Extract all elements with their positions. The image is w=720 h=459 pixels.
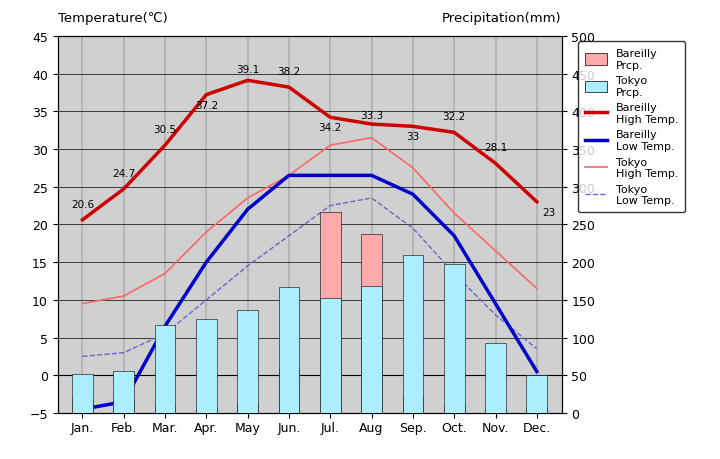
- Text: 23: 23: [543, 207, 556, 218]
- Bar: [361, 235, 382, 413]
- Bar: [196, 409, 217, 413]
- Bar: [279, 368, 300, 413]
- Text: 33: 33: [406, 132, 420, 142]
- Text: 33.3: 33.3: [360, 111, 383, 121]
- Bar: [155, 406, 176, 413]
- Bar: [444, 405, 464, 413]
- Bar: [238, 403, 258, 413]
- Bar: [155, 325, 176, 413]
- Bar: [361, 286, 382, 413]
- Bar: [485, 343, 506, 413]
- Bar: [320, 213, 341, 413]
- Text: Precipitation(mm): Precipitation(mm): [442, 12, 562, 25]
- Text: 20.6: 20.6: [71, 199, 94, 209]
- Text: 39.1: 39.1: [236, 65, 259, 75]
- Bar: [238, 310, 258, 413]
- Text: 30.5: 30.5: [153, 124, 176, 134]
- Text: Temperature(℃): Temperature(℃): [58, 12, 167, 25]
- Bar: [320, 298, 341, 413]
- Text: 38.2: 38.2: [277, 67, 300, 77]
- Bar: [72, 374, 93, 413]
- Bar: [113, 371, 134, 413]
- Text: 24.7: 24.7: [112, 168, 135, 178]
- Text: 32.2: 32.2: [443, 112, 466, 122]
- Bar: [402, 255, 423, 413]
- Bar: [526, 375, 547, 413]
- Bar: [196, 320, 217, 413]
- Bar: [72, 398, 93, 413]
- Bar: [402, 395, 423, 413]
- Bar: [113, 399, 134, 413]
- Text: 37.2: 37.2: [194, 101, 218, 111]
- Legend: Bareilly
Prcp., Tokyo
Prcp., Bareilly
High Temp., Bareilly
Low Temp., Tokyo
High: Bareilly Prcp., Tokyo Prcp., Bareilly Hi…: [578, 42, 685, 213]
- Bar: [444, 265, 464, 413]
- Bar: [279, 287, 300, 413]
- Text: 28.1: 28.1: [484, 143, 507, 153]
- Bar: [526, 409, 547, 413]
- Text: 34.2: 34.2: [319, 123, 342, 133]
- Bar: [485, 410, 506, 413]
